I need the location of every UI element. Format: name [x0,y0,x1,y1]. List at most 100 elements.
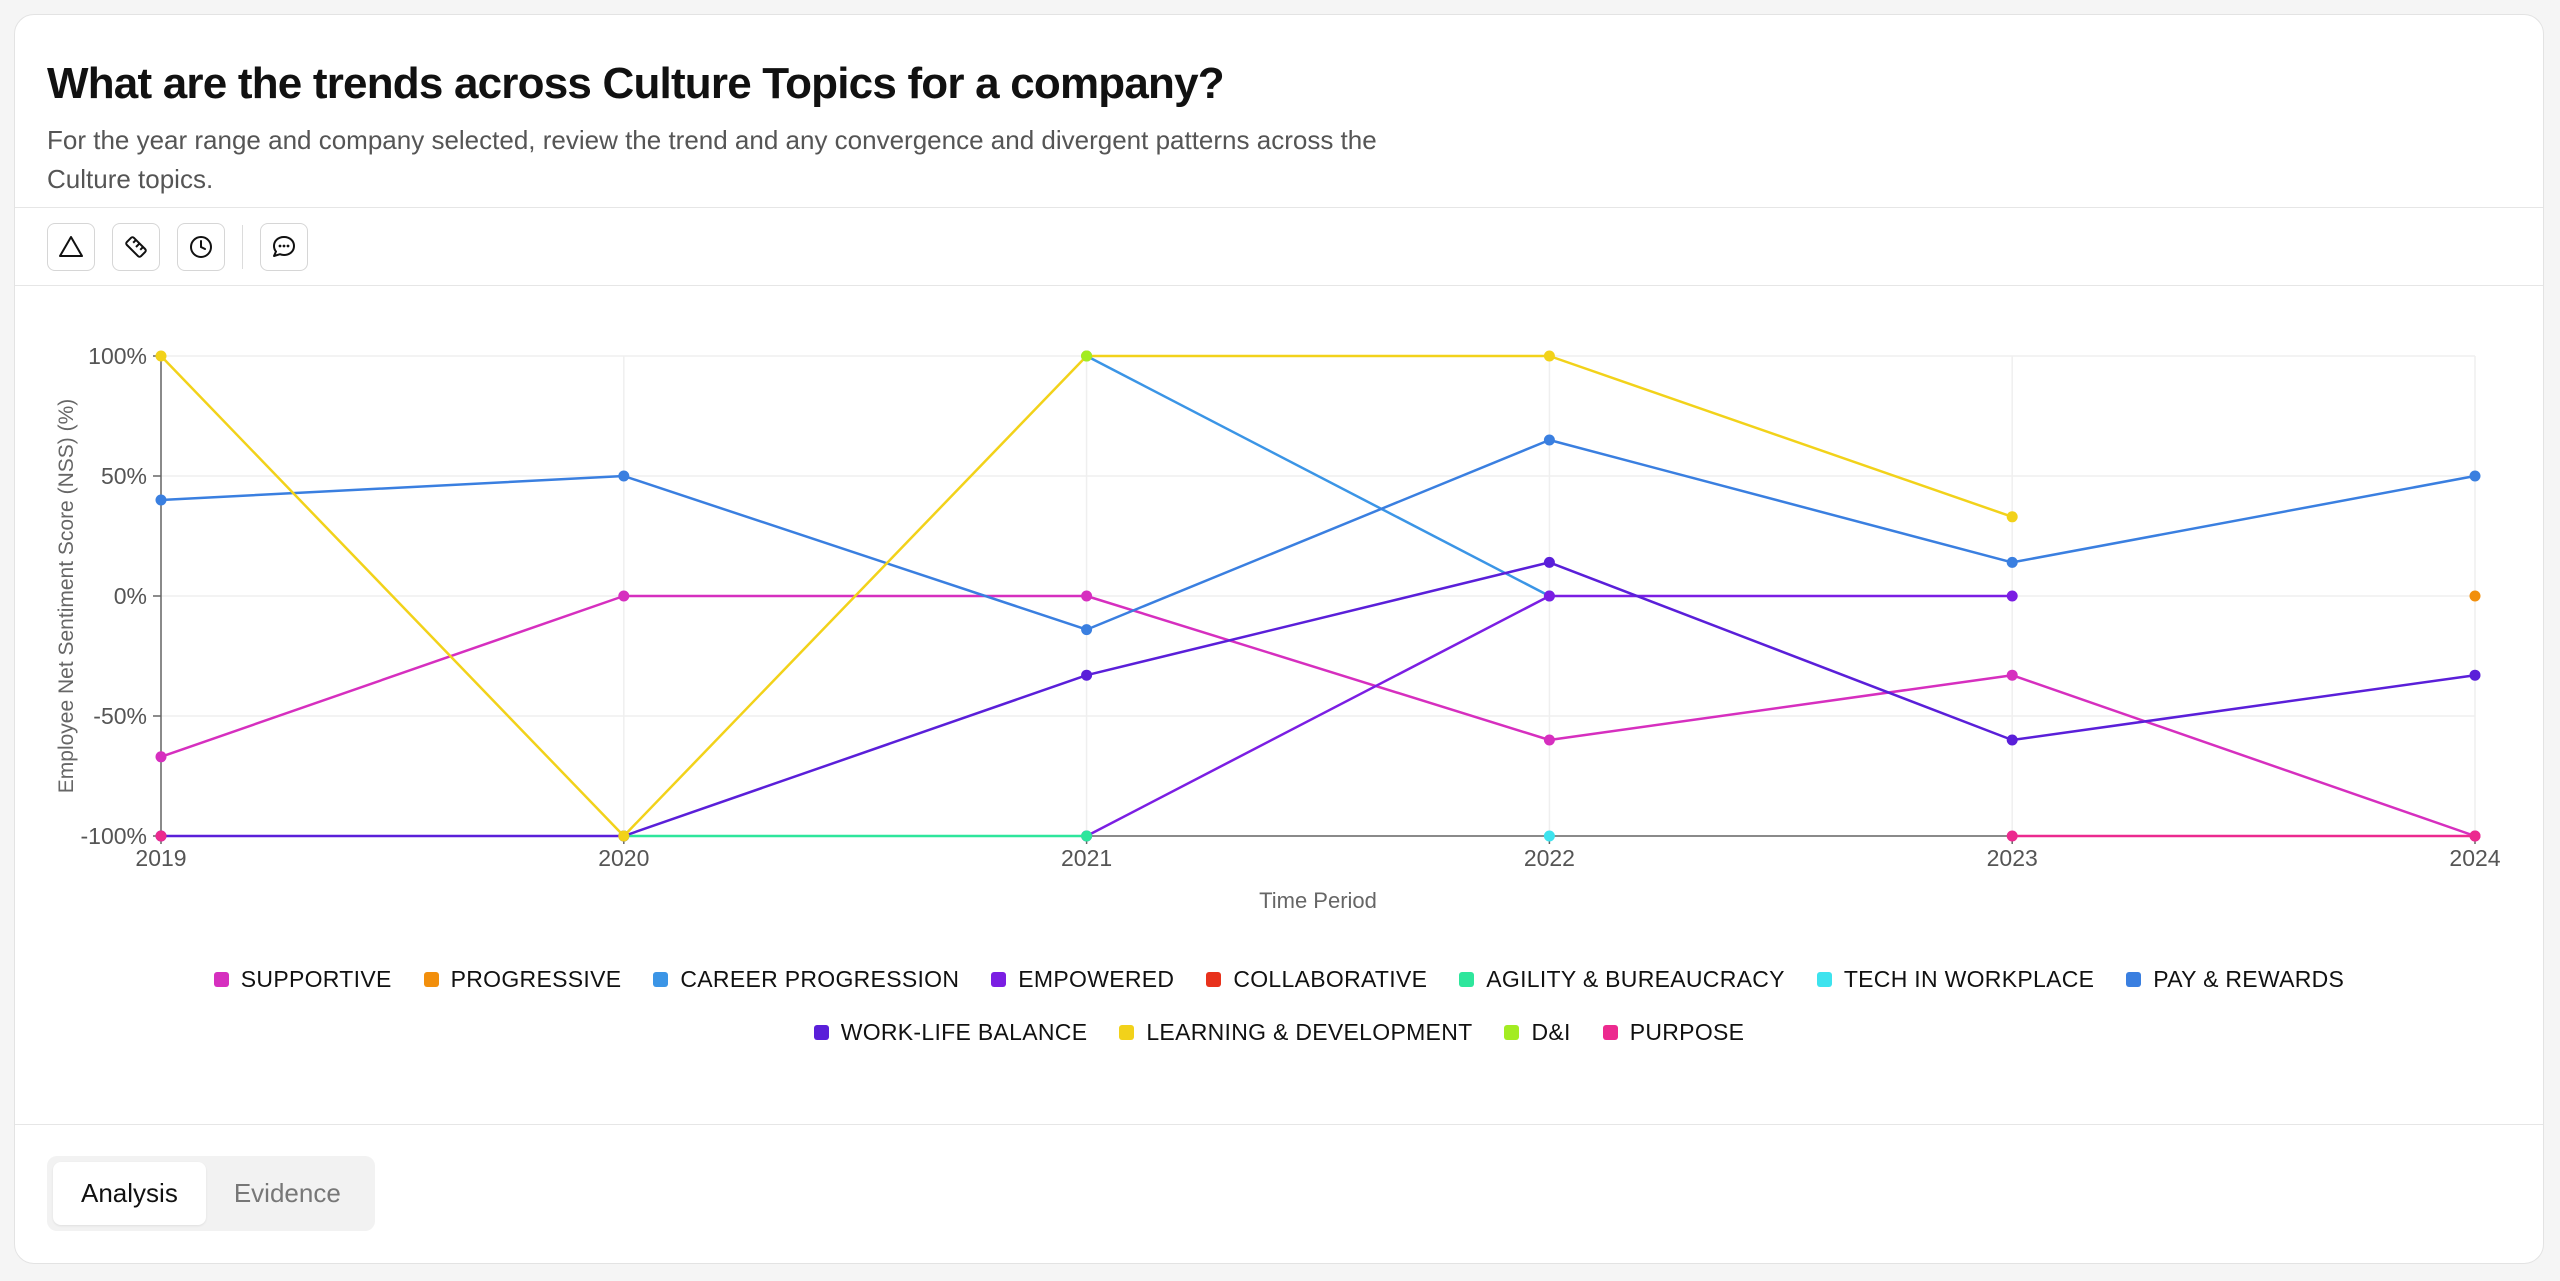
legend-swatch [1206,972,1222,987]
legend-item[interactable]: LEARNING & DEVELOPMENT [1119,1019,1472,1046]
series-line [161,561,2476,838]
series-agility-bureaucracy [618,830,1093,842]
x-tick-label: 2022 [1524,845,1575,871]
legend-item[interactable]: CAREER PROGRESSION [653,966,959,993]
legend-swatch [1459,972,1475,987]
y-tick-label: -100% [81,823,147,849]
clock-icon [190,235,212,258]
data-point [2006,830,2018,842]
data-point [618,590,630,602]
legend-swatch [813,1025,829,1040]
series-tech-in-workplace [1543,830,1555,842]
legend-item[interactable]: SUPPORTIVE [213,966,392,993]
comment-button[interactable] [260,222,308,271]
chart-toolbar [15,208,2543,286]
data-point [618,830,630,842]
series-pay-rewards [155,434,2481,636]
header: What are the trends across Culture Topic… [15,15,2543,208]
ruler-button[interactable] [112,222,160,271]
legend-swatch [2126,972,2142,987]
legend-swatch [423,972,439,987]
data-point [1543,734,1555,746]
data-point [2006,511,2018,523]
legend-label: LEARNING & DEVELOPMENT [1146,1019,1473,1045]
data-point [2469,830,2481,842]
series-line [1086,354,1550,598]
line-chart: 100% 50% 0% -50% -100%2019 2020 2021 2022 2023 20… [55,343,2501,913]
legend-item[interactable]: EMPOWERED [991,966,1174,993]
legend-label: PURPOSE [1629,1019,1745,1045]
data-point [1543,556,1555,568]
data-point [1081,590,1093,602]
legend-label: AGILITY & BUREAUCRACY [1486,966,1785,992]
data-point [2469,590,2481,602]
chart-area: 100% 50% 0% -50% -100% 2019 2020 2021 2022 2023 20… [15,286,2543,1125]
data-point [1543,830,1555,842]
y-axis-title: Employee Net Sentiment Score (NSS) (%) [55,399,78,793]
clock-button[interactable] [177,222,225,271]
page-subtitle: For the year range and company selected,… [47,125,1377,194]
data-point [1543,590,1555,602]
x-tick-label: 2019 [135,845,186,871]
tab-evidence[interactable]: Evidence [233,1178,341,1208]
legend-swatch [1119,1025,1135,1040]
data-point [1081,624,1093,636]
data-point [1543,434,1555,446]
series-line [160,438,2476,631]
y-tick-label: 50% [101,463,147,489]
legend-label: PROGRESSIVE [450,966,622,992]
legend-label: EMPOWERED [1018,966,1175,992]
legend-swatch [213,972,229,987]
ruler-icon [125,235,147,258]
data-point [1081,350,1093,362]
legend-swatch [1816,972,1832,987]
data-point [2006,556,2018,568]
series-d-i [1081,350,1093,362]
legend-label: COLLABORATIVE [1233,966,1428,992]
legend-label: D&I [1531,1019,1571,1045]
data-point [2469,669,2481,681]
data-point [1543,350,1555,362]
legend-item[interactable]: AGILITY & BUREAUCRACY [1459,966,1785,993]
data-point [1081,830,1093,842]
triangle-icon [59,235,83,257]
y-tick-label: -50% [93,703,147,729]
y-tick-label: 0% [114,583,147,609]
series-work-life-balance [155,556,2481,842]
x-tick-label: 2021 [1061,845,1112,871]
legend-item[interactable]: WORK-LIFE BALANCE [813,1019,1088,1046]
legend-label: TECH IN WORKPLACE [1843,966,2095,992]
legend-swatch [1504,1025,1520,1040]
comment-icon [273,235,295,257]
chart-card: What are the trends across Culture Topic… [14,14,2544,1264]
tab-bar: Analysis Evidence [47,1156,375,1231]
data-point [155,350,167,362]
series-line [160,594,2476,838]
toolbar-divider [242,224,243,269]
page-title: What are the trends across Culture Topic… [47,59,1225,108]
legend-item[interactable]: COLLABORATIVE [1206,966,1427,993]
x-axis-title: Time Period [1259,888,1377,913]
legend-item[interactable]: D&I [1504,1019,1570,1046]
legend-item[interactable]: PURPOSE [1602,1019,1745,1046]
legend-label: CAREER PROGRESSION [680,966,960,992]
x-tick-label: 2023 [1987,845,2038,871]
legend-swatch [991,972,1007,987]
data-point [155,830,167,842]
data-point [155,494,167,506]
data-point [2006,669,2018,681]
legend-item[interactable]: PAY & REWARDS [2126,966,2344,993]
x-tick-label: 2024 [2449,845,2500,871]
legend-swatch [653,972,669,987]
series-purpose [155,830,2481,842]
data-point [155,751,167,763]
tab-analysis[interactable]: Analysis [53,1162,206,1225]
data-point [2469,470,2481,482]
legend-label: PAY & REWARDS [2153,966,2345,992]
series-progressive [2469,590,2481,602]
data-point [2006,590,2018,602]
legend-item[interactable]: PROGRESSIVE [423,966,622,993]
triangle-button[interactable] [47,222,95,271]
legend-swatch [1602,1025,1618,1040]
legend-item[interactable]: TECH IN WORKPLACE [1816,966,2095,993]
